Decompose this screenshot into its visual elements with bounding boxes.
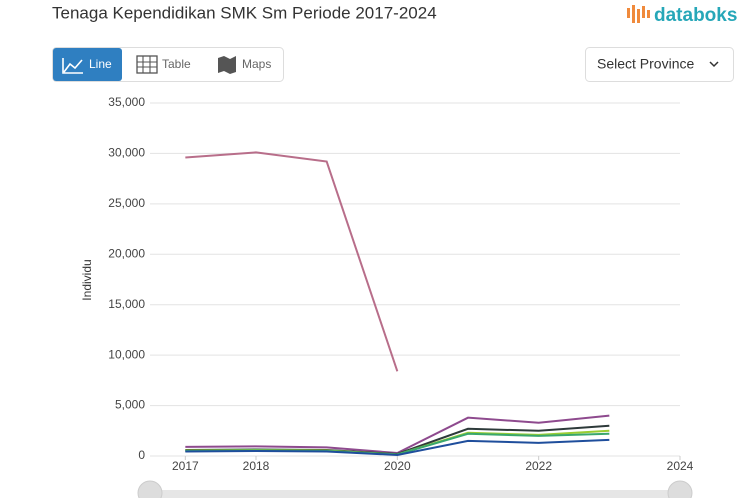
x-tick-label: 2024 — [667, 459, 694, 473]
province-select[interactable]: Select Province — [585, 47, 734, 82]
logo: databoks — [627, 5, 737, 26]
scroll-handle[interactable] — [667, 480, 693, 498]
tab-label: Line — [89, 57, 112, 71]
x-tick-label: 2020 — [384, 459, 411, 473]
logo-text: databoks — [654, 5, 737, 26]
tab-maps[interactable]: Maps — [218, 56, 271, 74]
scrollbar — [137, 480, 693, 498]
y-tick-label: 10,000 — [108, 347, 145, 361]
y-axis-label: Individu — [80, 259, 94, 300]
tab-table[interactable]: Table — [136, 55, 191, 74]
series-line — [185, 438, 610, 456]
y-tick-label: 20,000 — [108, 246, 145, 260]
select-label: Select Province — [597, 56, 694, 72]
tab-label: Table — [162, 57, 191, 71]
series-line — [185, 151, 399, 372]
tab-label: Maps — [242, 57, 271, 71]
x-tick-label: 2017 — [172, 459, 199, 473]
y-tick-label: 15,000 — [108, 297, 145, 311]
y-tick-label: 25,000 — [108, 196, 145, 210]
tab-line[interactable]: Line — [53, 48, 122, 81]
y-tick-label: 5,000 — [115, 398, 145, 412]
y-tick-label: 0 — [138, 448, 145, 462]
x-tick-label: 2022 — [525, 459, 552, 473]
y-tick-label: 30,000 — [108, 146, 145, 160]
scroll-handle[interactable] — [137, 480, 163, 498]
x-tick-label: 2018 — [243, 459, 270, 473]
y-tick-label: 35,000 — [108, 95, 145, 109]
chart-title: Tenaga Kependidikan SMK Sm Periode 2017-… — [52, 3, 437, 22]
